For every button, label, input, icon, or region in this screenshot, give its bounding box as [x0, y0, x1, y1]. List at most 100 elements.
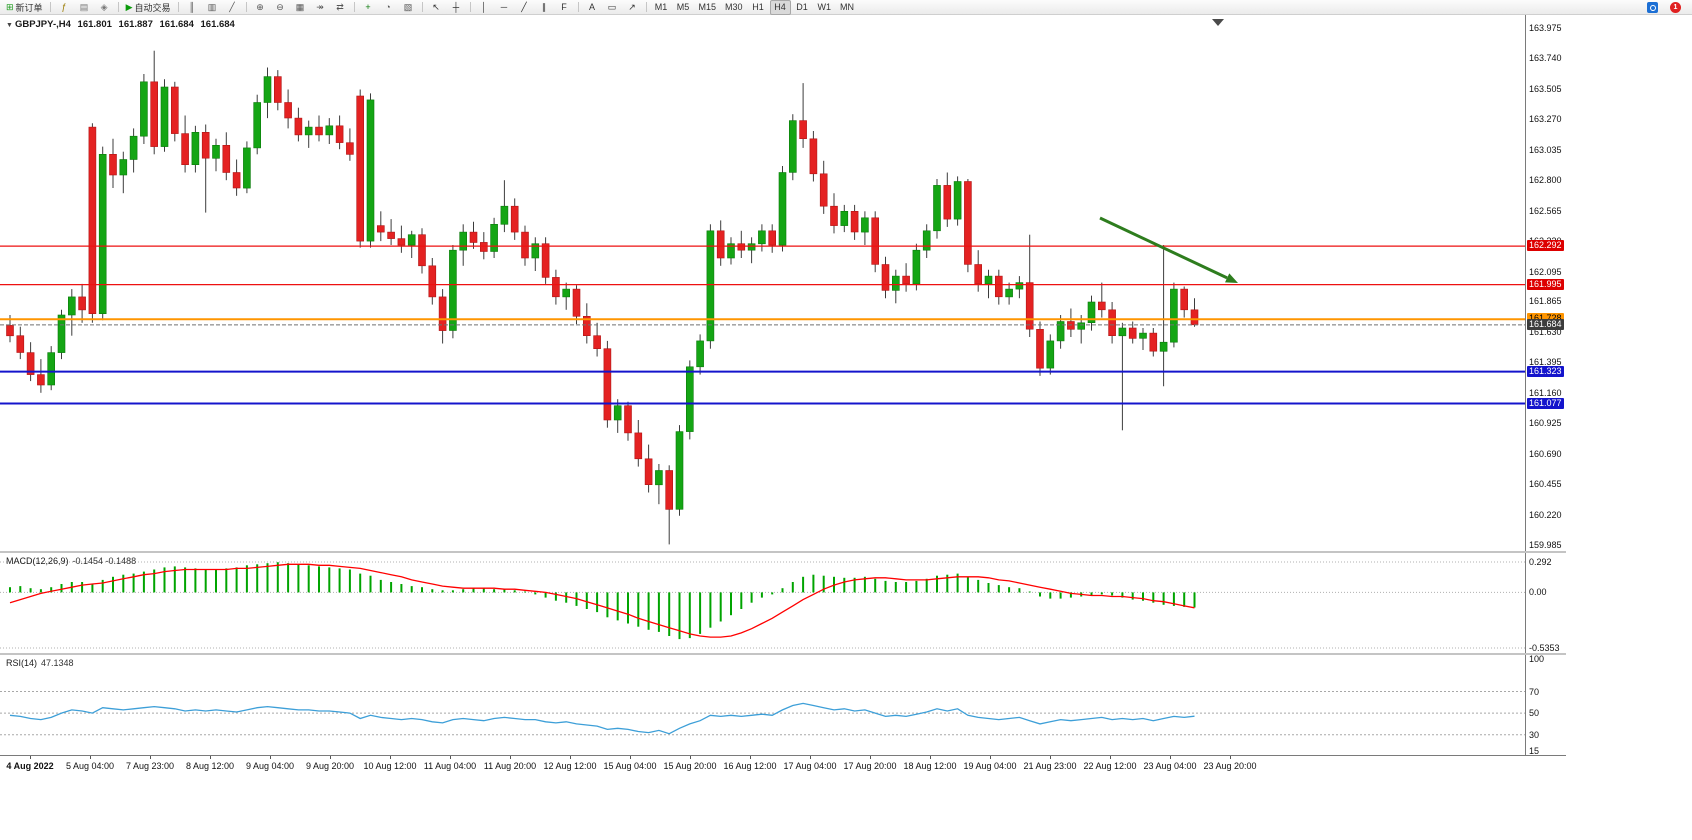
time-axis[interactable]: 4 Aug 2022 5 Aug 04:00 7 Aug 23:00 8 Aug 12…: [0, 755, 1566, 775]
new-order-icon: ⊞: [6, 1, 14, 12]
toolbar-autotrading-label: 自动交易: [134, 2, 171, 13]
panel-splitter[interactable]: [0, 551, 1566, 553]
toolbar-line-chart-button[interactable]: ╱: [223, 0, 242, 15]
toolbar-new-order-label: 新订单: [15, 2, 43, 13]
timeframe-mn-button[interactable]: MN: [840, 2, 855, 12]
toolbar-separator: [469, 2, 471, 12]
toolbar-period-selector-button[interactable]: ◔: [379, 0, 398, 15]
time-tick-mark: [30, 756, 31, 759]
rsi-canvas[interactable]: [0, 655, 1525, 755]
toolbar-text-button[interactable]: A: [583, 0, 602, 15]
current-price-badge: 161.684: [1527, 318, 1564, 330]
toolbar-text-label-button[interactable]: ▭: [603, 0, 622, 15]
time-tick-mark: [1050, 756, 1051, 759]
price-tick: 163.270: [1529, 114, 1562, 125]
price-axis[interactable]: 163.975 163.740 163.505 163.270 163.035 162.8…: [1525, 15, 1566, 756]
macd-scale-tick: 0.00: [1529, 587, 1547, 598]
toolbar-arrows-tool-button[interactable]: ↗: [623, 0, 642, 15]
time-tick-mark: [270, 756, 271, 759]
community-button[interactable]: [1643, 0, 1662, 15]
add-indicator-icon: +: [365, 1, 371, 12]
toolbar-navigator-button[interactable]: ◈: [95, 0, 114, 15]
main-chart-canvas[interactable]: [0, 15, 1525, 551]
toolbar-horizontal-line-button[interactable]: ─: [495, 0, 514, 15]
vertical-line-icon: │: [481, 1, 487, 12]
toolbar-chart-shift-button[interactable]: ⇄: [331, 0, 350, 15]
macd-canvas[interactable]: [0, 553, 1525, 653]
price-tick: 161.630: [1529, 326, 1562, 337]
price-tick: 160.455: [1529, 479, 1562, 490]
time-label: 18 Aug 12:00: [903, 761, 957, 771]
time-label: 8 Aug 12:00: [185, 761, 235, 771]
chart-window: ▼ GBPJPY-,H4 161.801 161.887 161.684 161.…: [0, 15, 1566, 775]
timeframe-h1-button[interactable]: H1: [752, 2, 764, 12]
toolbar-templates-button[interactable]: ▧: [399, 0, 418, 15]
toolbar-candlestick-chart-button[interactable]: ▥: [203, 0, 222, 15]
toolbar-vertical-line-button[interactable]: │: [475, 0, 494, 15]
notifications-button[interactable]: 1: [1666, 0, 1685, 15]
arrows-tool-icon: ↗: [628, 1, 636, 12]
collapse-arrow-icon[interactable]: ▼: [6, 22, 13, 29]
panel-splitter[interactable]: [0, 653, 1566, 655]
time-tick-mark: [810, 756, 811, 759]
toolbar-metaeditor-button[interactable]: ƒ: [55, 0, 74, 15]
time-label: 12 Aug 12:00: [543, 761, 597, 771]
toolbar-separator: [353, 2, 355, 12]
crosshair-icon: ┼: [452, 1, 460, 12]
time-label: 21 Aug 23:00: [1023, 761, 1077, 771]
cursor-icon: ↖: [432, 1, 440, 12]
timeframe-m15-button[interactable]: M15: [698, 2, 717, 12]
toolbar-trendline-button[interactable]: ╱: [515, 0, 534, 15]
timeframe-m30-button[interactable]: M30: [725, 2, 743, 12]
price-tick: 162.565: [1529, 205, 1562, 216]
toolbar-fibonacci-button[interactable]: F: [555, 0, 574, 15]
equidistant-channel-icon: ∥: [541, 1, 547, 12]
text-label-icon: ▭: [607, 1, 617, 12]
toolbar-add-indicator-button[interactable]: +: [359, 0, 378, 15]
macd-scale-tick: -0.5353: [1529, 643, 1560, 653]
toolbar-tile-windows-button[interactable]: ▦: [291, 0, 310, 15]
timeframe-h4-button[interactable]: H4: [769, 0, 791, 15]
timeframe-w1-button[interactable]: W1: [817, 2, 832, 12]
rsi-scale-tick: 100: [1529, 654, 1545, 664]
toolbar-zoom-out-button[interactable]: ⊖: [271, 0, 290, 15]
time-tick-mark: [330, 756, 331, 759]
timeframe-buttons: M1 M5 M15 M30 H1 H4 D1 W1 MN: [651, 0, 859, 15]
templates-icon: ▧: [403, 1, 413, 12]
time-label: 23 Aug 20:00: [1203, 761, 1257, 771]
time-tick-mark: [510, 756, 511, 759]
line-chart-icon: ╱: [229, 1, 235, 12]
time-label: 11 Aug 20:00: [483, 761, 537, 771]
toolbar-new-order-button[interactable]: ⊞ 新订单: [3, 0, 46, 15]
period-selector-icon: ◔: [385, 1, 391, 12]
time-tick-mark: [870, 756, 871, 759]
toolbar-zoom-in-button[interactable]: ⊕: [251, 0, 270, 15]
toolbar-equidistant-channel-button[interactable]: ∥: [535, 0, 554, 15]
timeframe-m1-button[interactable]: M1: [654, 2, 668, 12]
time-tick-mark: [570, 756, 571, 759]
toolbar-separator: [577, 2, 579, 12]
chart-shift-icon: ⇄: [336, 1, 344, 12]
time-label: 9 Aug 04:00: [245, 761, 295, 771]
toolbar-crosshair-button[interactable]: ┼: [447, 0, 466, 15]
time-tick-mark: [150, 756, 151, 759]
price-tick: 161.160: [1529, 387, 1562, 398]
toolbar-bar-chart-button[interactable]: ║: [183, 0, 202, 15]
tile-windows-icon: ▦: [295, 1, 305, 12]
toolbar-market-watch-button[interactable]: ▤: [75, 0, 94, 15]
toolbar-cursor-button[interactable]: ↖: [427, 0, 446, 15]
timeframe-m5-button[interactable]: M5: [676, 2, 690, 12]
text-icon: A: [588, 1, 595, 12]
timeframe-d1-button[interactable]: D1: [796, 2, 808, 12]
toolbar-auto-scroll-button[interactable]: ↠: [311, 0, 330, 15]
navigator-icon: ◈: [100, 1, 108, 12]
rsi-scale-tick: 70: [1529, 686, 1540, 697]
time-label: 23 Aug 04:00: [1143, 761, 1197, 771]
notifications-icon: 1: [1670, 1, 1681, 13]
time-tick-mark: [690, 756, 691, 759]
toolbar-autotrading-button[interactable]: ▶ 自动交易: [123, 0, 174, 15]
price-tick: 163.975: [1529, 23, 1562, 33]
candlestick-chart-icon: ▥: [207, 1, 217, 12]
auto-scroll-icon: ↠: [316, 1, 324, 12]
